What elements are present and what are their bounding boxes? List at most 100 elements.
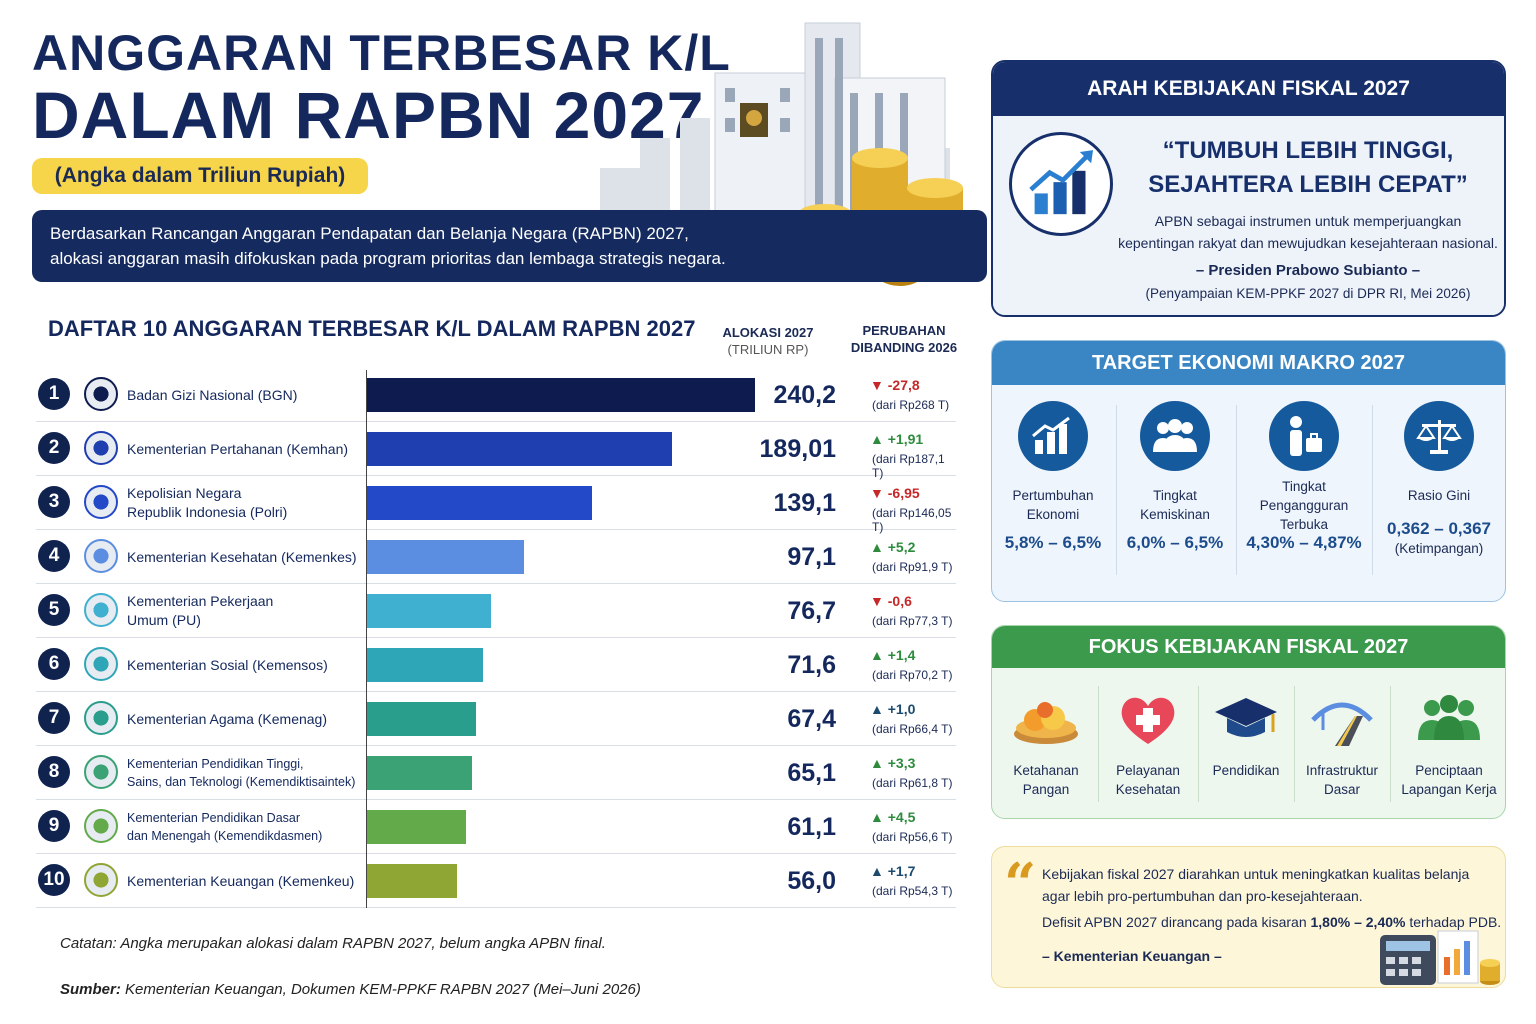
ministry-note-author: – Kementerian Keuangan – [1042,948,1222,964]
focus-label: Pelayanan Kesehatan [1098,761,1198,799]
macro-label: Tingkat Kemiskinan [1114,485,1236,525]
macro-label: Rasio Gini [1372,485,1505,505]
deficit-text-post: terhadap PDB. [1405,914,1502,930]
macro-divider [1236,405,1237,575]
ranking-row: 3 Kepolisian Negara Republik Indonesia (Po… [36,476,956,534]
ministry-name-line: Umum (PU) [127,612,201,628]
calculator-report-icon [1380,930,1500,985]
focus-item-education: Pendidikan [1196,690,1296,780]
change-value: ▲ +1,0 [870,701,916,717]
bar [367,756,472,790]
ministry-note-line1: Kebijakan fiskal 2027 diarahkan untuk me… [1042,866,1470,882]
policy-direction-title: ARAH KEBIJAKAN FISKAL 2027 [993,62,1504,116]
bar [367,432,672,466]
bar [367,486,592,520]
focus-label-line2: Pangan [1022,782,1070,797]
focus-label-line1: Pendidikan [1212,763,1280,778]
policy-description: APBN sebagai instrumen untuk memperjuang… [1113,210,1503,254]
macro-item-unemployment: Tingkat Pengangguran Terbuka 4,30% – 4,87… [1236,401,1372,553]
macro-subvalue: (Ketimpangan) [1394,541,1484,556]
previous-year-value: (dari Rp77,3 T) [872,614,953,628]
ministry-name: Kepolisian Negara Republik Indonesia (Pol… [127,476,367,530]
intro-line1: Berdasarkan Rancangan Anggaran Pendapata… [50,224,689,243]
ranking-list: 1 Badan Gizi Nasional (BGN) 240,2 ▼ -27,8 (d… [36,368,956,908]
ministry-name: Kementerian Kesehatan (Kemenkes) [127,530,367,584]
previous-year-value: (dari Rp61,8 T) [872,776,953,790]
ministry-name-line: Kementerian Pendidikan Tinggi, [127,757,304,771]
change-value: ▲ +1,91 [870,431,924,447]
focus-divider [1198,686,1199,802]
jobseeker-icon [1269,401,1339,471]
previous-year-value: (dari Rp268 T) [872,398,950,412]
list-title: DAFTAR 10 ANGGARAN TERBESAR K/L DALAM RA… [48,316,696,341]
ministry-name: Kementerian Sosial (Kemensos) [127,638,367,692]
graduation-cap-icon [1215,698,1277,737]
bar [367,378,755,412]
focus-label-line1: Ketahanan [1013,763,1079,778]
ranking-row: 7 Kementerian Agama (Kemenag) 67,4 ▲ +1,0 (d… [36,692,956,746]
focus-divider [1098,686,1099,802]
bar-chart [367,378,755,898]
change-value: ▲ +5,2 [870,539,916,555]
deficit-text-pre: Defisit APBN 2027 dirancang pada kisaran [1042,914,1311,930]
macro-value: 6,0% – 6,5% [1126,533,1224,552]
ministry-logo-icon [84,701,118,735]
change-value: ▼ -0,6 [870,593,912,609]
column-header-allocation-label: ALOKASI 2027 [722,325,814,340]
focus-label: Infrastruktur Dasar [1292,761,1392,799]
bar [367,540,524,574]
rank-badge: 8 [38,756,70,788]
quote-mark-icon: “ [1004,851,1037,917]
ministry-logo-icon [84,863,118,897]
change-value: ▲ +1,7 [870,863,916,879]
focus-label: Pendidikan [1196,761,1296,780]
macro-label-line2: Ekonomi [1026,507,1080,522]
intro-line2: alokasi anggaran masih difokuskan pada p… [50,249,726,268]
workers-icon [1418,695,1480,740]
allocation-value: 97,1 [787,542,836,571]
ministry-name-line: dan Menengah (Kemendikdasmen) [127,829,323,843]
macro-label-line1: Tingkat [1282,478,1326,494]
ministry-name: Kementerian Pendidikan Dasar dan Menengah… [127,800,367,854]
allocation-value: 61,1 [787,812,836,841]
ministry-name: Badan Gizi Nasional (BGN) [127,368,367,422]
ministry-name: Kementerian Pekerjaan Umum (PU) [127,584,367,638]
focus-label: Ketahanan Pangan [996,761,1096,799]
rank-badge: 3 [38,486,70,518]
bar [367,648,483,682]
bar [367,864,457,898]
bar [367,594,491,628]
previous-year-value: (dari Rp146,05 T) [872,506,952,534]
focus-item-health: Pelayanan Kesehatan [1098,690,1198,799]
ministry-logo-icon [84,647,118,681]
previous-year-value: (dari Rp56,6 T) [872,830,953,844]
rank-badge: 2 [38,432,70,464]
deficit-range: 1,80% – 2,40% [1310,914,1406,930]
policy-description-line2: kepentingan rakyat dan mewujudkan keseja… [1118,235,1498,251]
ministry-name: Kementerian Pendidikan Tinggi, Sains, dan… [127,746,367,800]
ranking-row: 10 Kementerian Keuangan (Kemenkeu) 56,0 ▲ +… [36,854,956,908]
policy-quote-line1: “TUMBUH LEBIH TINGGI, [1162,137,1454,164]
focus-divider [1390,686,1391,802]
ministry-note-line3: Defisit APBN 2027 dirancang pada kisaran… [1042,911,1501,933]
rank-badge: 4 [38,540,70,572]
ministry-logo-icon [84,485,118,519]
note-catatan: Catatan: Angka merupakan alokasi dalam R… [60,935,606,952]
ministry-note-panel: “ Kebijakan fiskal 2027 diarahkan untuk … [991,846,1506,988]
policy-direction-panel: ARAH KEBIJAKAN FISKAL 2027 “TUMBUH LEBIH… [991,60,1506,317]
focus-divider [1294,686,1295,802]
intro-box: Berdasarkan Rancangan Anggaran Pendapata… [32,210,987,282]
ministry-logo-icon [84,809,118,843]
macro-value: 0,362 – 0,367 [1387,519,1491,538]
focus-item-infrastructure: Infrastruktur Dasar [1292,690,1392,799]
ranking-row: 4 Kementerian Kesehatan (Kemenkes) 97,1 ▲ +… [36,530,956,584]
macro-item-gini: Rasio Gini 0,362 – 0,367 (Ketimpangan) [1372,401,1505,556]
health-heart-icon [1121,697,1175,744]
previous-year-value: (dari Rp70,2 T) [872,668,953,682]
ranking-row: 6 Kementerian Sosial (Kemensos) 71,6 ▲ +1,4… [36,638,956,692]
focus-label-line2: Kesehatan [1115,782,1181,797]
ministry-name-line: Badan Gizi Nasional (BGN) [127,386,298,403]
focus-label-line1: Penciptaan [1415,763,1483,778]
scales-icon [1404,401,1474,471]
ministry-name-line: Sains, dan Teknologi (Kemendiktisaintek) [127,775,356,789]
